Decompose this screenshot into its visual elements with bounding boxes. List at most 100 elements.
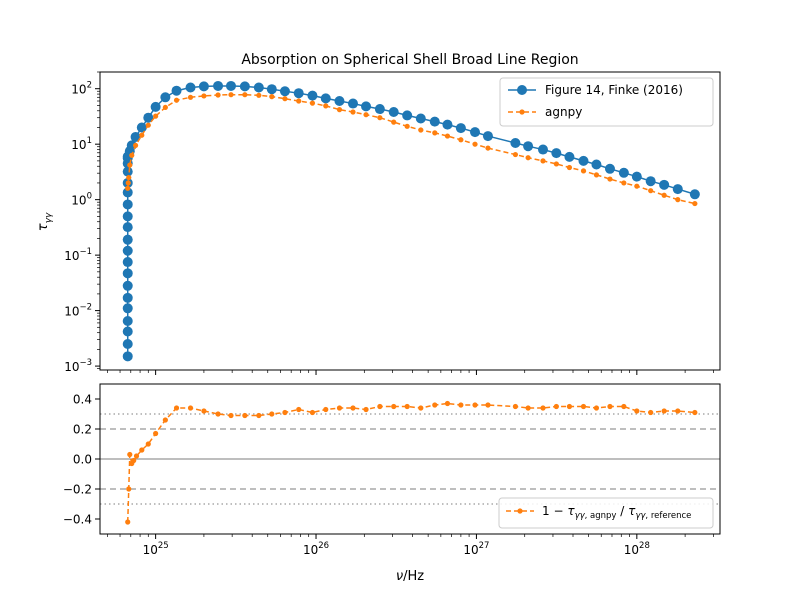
chart-title: Absorption on Spherical Shell Broad Line… bbox=[241, 52, 578, 68]
x-tick-label: 1025 bbox=[143, 541, 169, 557]
residual-data-point bbox=[242, 412, 248, 419]
main-axes-frame bbox=[99, 71, 721, 371]
agnpy-data-point bbox=[363, 112, 369, 118]
reference-data-point bbox=[537, 144, 548, 155]
residual-data-point bbox=[131, 457, 137, 464]
residual-data-point bbox=[336, 405, 343, 411]
residual-xticks: 1025 1026 1027 1028 bbox=[106, 534, 714, 557]
residual-data-point bbox=[607, 403, 613, 410]
main-panel: 10−3 10−2 10−1 100 101 102 τγγ Figure 14, Fin… bbox=[36, 71, 721, 375]
agnpy-data-point bbox=[350, 109, 356, 115]
agnpy-data-point bbox=[648, 188, 654, 194]
xlabel-nu: ν bbox=[396, 569, 403, 584]
reference-data-point bbox=[429, 116, 440, 127]
residual-data-point bbox=[525, 405, 531, 411]
y-tick-label: 102 bbox=[71, 81, 92, 97]
residual-data-point bbox=[661, 408, 667, 414]
agnpy-data-point bbox=[525, 155, 531, 161]
residual-data-point bbox=[363, 406, 369, 413]
agnpy-data-point bbox=[256, 92, 262, 98]
residual-data-point bbox=[418, 405, 424, 411]
reference-data-point bbox=[551, 148, 562, 159]
residual-data-point bbox=[133, 453, 140, 459]
reference-data-point bbox=[122, 166, 133, 177]
reference-data-point bbox=[618, 167, 629, 178]
residual-data-point bbox=[269, 411, 275, 417]
agnpy-data-point bbox=[661, 192, 667, 198]
residual-data-point bbox=[648, 409, 654, 416]
residual-data-point bbox=[323, 406, 329, 413]
reference-data-point bbox=[442, 119, 453, 130]
reference-data-point bbox=[320, 93, 331, 104]
x-tick-label: 1028 bbox=[624, 541, 650, 557]
residual-data-point bbox=[458, 402, 464, 408]
main-legend: Figure 14, Finke (2016) agnpy bbox=[499, 77, 714, 127]
reference-data-point bbox=[672, 184, 683, 195]
agnpy-data-point bbox=[215, 92, 221, 98]
reference-data-point bbox=[122, 339, 133, 350]
agnpy-data-point bbox=[607, 176, 613, 182]
reference-data-point bbox=[122, 211, 133, 222]
residual-data-point bbox=[309, 409, 316, 416]
main-xticks bbox=[106, 370, 714, 375]
agnpy-data-point bbox=[634, 183, 640, 189]
agnpy-data-point bbox=[242, 92, 248, 98]
agnpy-data-point bbox=[296, 98, 302, 104]
xlabel: ν/Hz bbox=[396, 569, 424, 584]
xlabel-unit: /Hz bbox=[403, 569, 424, 584]
agnpy-data-point bbox=[404, 123, 410, 129]
reference-data-point bbox=[347, 98, 358, 109]
y-tick-label: 101 bbox=[71, 136, 92, 152]
agnpy-data-point bbox=[580, 168, 587, 174]
legend-reference-marker bbox=[517, 85, 527, 95]
reference-data-point bbox=[122, 280, 133, 291]
residual-data-layer bbox=[125, 400, 698, 525]
agnpy-data-point bbox=[201, 93, 207, 99]
residual-data-point bbox=[228, 412, 234, 419]
reference-data-point bbox=[130, 131, 141, 142]
agnpy-data-point bbox=[323, 103, 329, 109]
residual-data-point bbox=[692, 409, 698, 416]
agnpy-data-point bbox=[418, 127, 424, 133]
residual-reference-lines bbox=[100, 413, 720, 505]
reference-data-point bbox=[415, 113, 426, 124]
residual-data-point bbox=[432, 402, 438, 408]
agnpy-data-point bbox=[228, 92, 234, 98]
reference-data-point bbox=[185, 82, 196, 93]
reference-data-point bbox=[293, 88, 304, 99]
reference-data-point bbox=[122, 187, 133, 198]
legend-residual-sub1: γγ, agnpy bbox=[575, 511, 617, 521]
residual-data-point bbox=[256, 412, 262, 419]
agnpy-data-point bbox=[540, 158, 546, 164]
residual-data-point bbox=[404, 403, 410, 410]
reference-data-point bbox=[239, 81, 250, 92]
residual-data-point bbox=[350, 405, 356, 411]
residual-data-point bbox=[540, 405, 546, 411]
y-tick-label: 10−1 bbox=[64, 247, 92, 263]
main-ylabel: τγγ bbox=[36, 212, 54, 231]
reference-data-point bbox=[122, 351, 133, 362]
reference-data-point bbox=[631, 171, 642, 182]
reference-data-point bbox=[122, 326, 133, 337]
residual-data-point bbox=[485, 402, 491, 408]
agnpy-data-point bbox=[153, 113, 159, 119]
agnpy-data-point bbox=[675, 197, 681, 203]
legend-residual-tau2: τ bbox=[628, 504, 636, 518]
legend-agnpy-label: agnpy bbox=[545, 105, 582, 119]
reference-data-point bbox=[645, 176, 656, 187]
main-ylabel-tau: τ bbox=[36, 223, 51, 231]
agnpy-data-point bbox=[377, 115, 383, 121]
agnpy-data-point bbox=[187, 94, 194, 100]
agnpy-data-point bbox=[282, 96, 288, 102]
reference-data-point bbox=[122, 222, 133, 233]
legend-residual-sub2: γγ, reference bbox=[635, 511, 691, 521]
legend-residual-slash: / bbox=[616, 504, 628, 518]
x-tick-label: 1027 bbox=[463, 541, 489, 557]
reference-data-point bbox=[122, 268, 133, 279]
residual-data-point bbox=[153, 430, 159, 437]
residual-data-point bbox=[201, 408, 207, 414]
reference-data-point bbox=[659, 179, 670, 190]
legend-residual-tau1: τ bbox=[567, 504, 575, 518]
res-y-tick-label: 0.2 bbox=[73, 423, 92, 437]
residual-data-point bbox=[139, 447, 145, 453]
